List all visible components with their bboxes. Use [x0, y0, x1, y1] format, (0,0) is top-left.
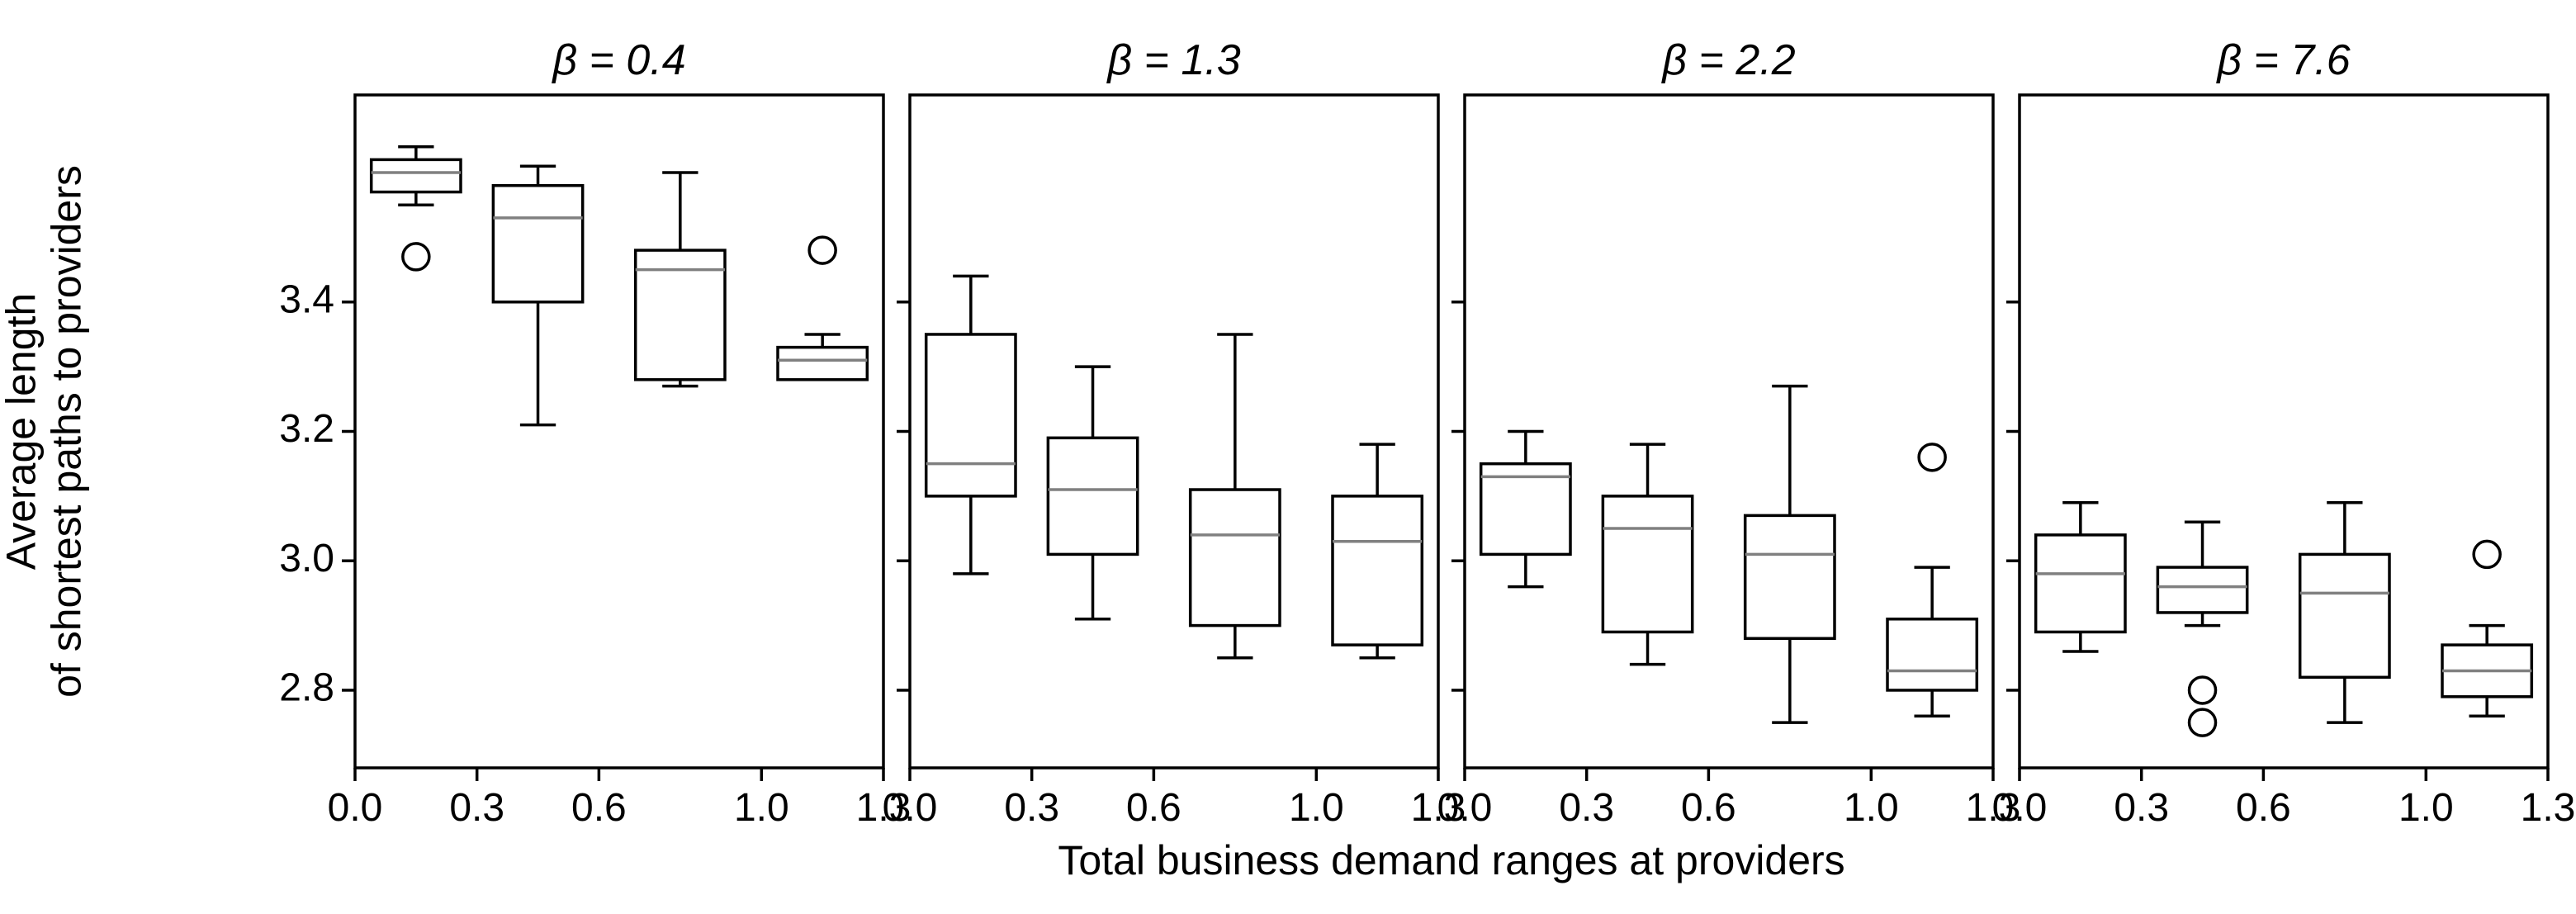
- x-axis-label: Total business demand ranges at provider…: [1058, 837, 1844, 883]
- x-tick-label: 0.6: [1126, 786, 1181, 830]
- box: [926, 334, 1016, 496]
- box: [2300, 554, 2389, 677]
- panel-title: β = 7.6: [2215, 36, 2350, 84]
- x-tick-label: 0.6: [2236, 786, 2291, 830]
- x-tick-label: 0.6: [571, 786, 627, 830]
- x-tick-label: 0.3: [449, 786, 504, 830]
- outlier-marker: [2190, 677, 2216, 703]
- x-tick-label: 1.3: [2521, 786, 2576, 830]
- y-axis-label: Average lengthof shortest paths to provi…: [0, 165, 90, 698]
- subplot: β = 2.20.00.30.61.01.3: [1437, 36, 2021, 830]
- box: [372, 159, 461, 192]
- subplot: β = 1.30.00.30.61.01.3: [883, 36, 1466, 830]
- outlier-marker: [2474, 541, 2500, 567]
- y-tick-label: 2.8: [279, 666, 334, 710]
- box: [1333, 496, 1422, 645]
- panel-frame: [355, 95, 883, 768]
- subplot: β = 0.40.00.30.61.01.3: [328, 36, 912, 830]
- x-tick-label: 1.0: [1844, 786, 1899, 830]
- x-tick-label: 0.0: [1437, 786, 1493, 830]
- x-tick-label: 0.0: [883, 786, 938, 830]
- outlier-marker: [403, 244, 429, 270]
- panel-title: β = 2.2: [1660, 36, 1795, 84]
- box: [493, 186, 582, 302]
- x-tick-label: 1.0: [1289, 786, 1344, 830]
- outlier-marker: [1919, 444, 1945, 471]
- chart-svg: Average lengthof shortest paths to provi…: [0, 0, 2576, 914]
- box: [1048, 438, 1137, 554]
- box: [778, 348, 867, 380]
- box: [1191, 490, 1280, 626]
- y-tick-label: 3.0: [279, 537, 334, 580]
- outlier-marker: [2190, 709, 2216, 736]
- box: [2036, 535, 2125, 632]
- x-tick-label: 0.0: [1992, 786, 2048, 830]
- box: [2157, 567, 2247, 613]
- x-tick-label: 0.3: [2114, 786, 2169, 830]
- x-tick-label: 0.3: [1559, 786, 1614, 830]
- x-tick-label: 0.3: [1004, 786, 1059, 830]
- panel-title: β = 0.4: [551, 36, 685, 84]
- figure-container: Average lengthof shortest paths to provi…: [0, 0, 2576, 914]
- x-tick-label: 0.6: [1681, 786, 1736, 830]
- outlier-marker: [809, 237, 836, 263]
- x-tick-label: 0.0: [328, 786, 383, 830]
- box: [1603, 496, 1692, 632]
- box: [1745, 515, 1835, 638]
- box: [1887, 619, 1977, 690]
- panel-title: β = 1.3: [1106, 36, 1240, 84]
- subplot: β = 7.6 0.0 0.3 0.6 1.0 1.3: [1992, 36, 2576, 830]
- y-tick-label: 3.2: [279, 407, 334, 451]
- y-tick-label: 3.4: [279, 277, 334, 321]
- x-tick-label: 1.0: [2398, 786, 2454, 830]
- x-tick-label: 1.0: [734, 786, 789, 830]
